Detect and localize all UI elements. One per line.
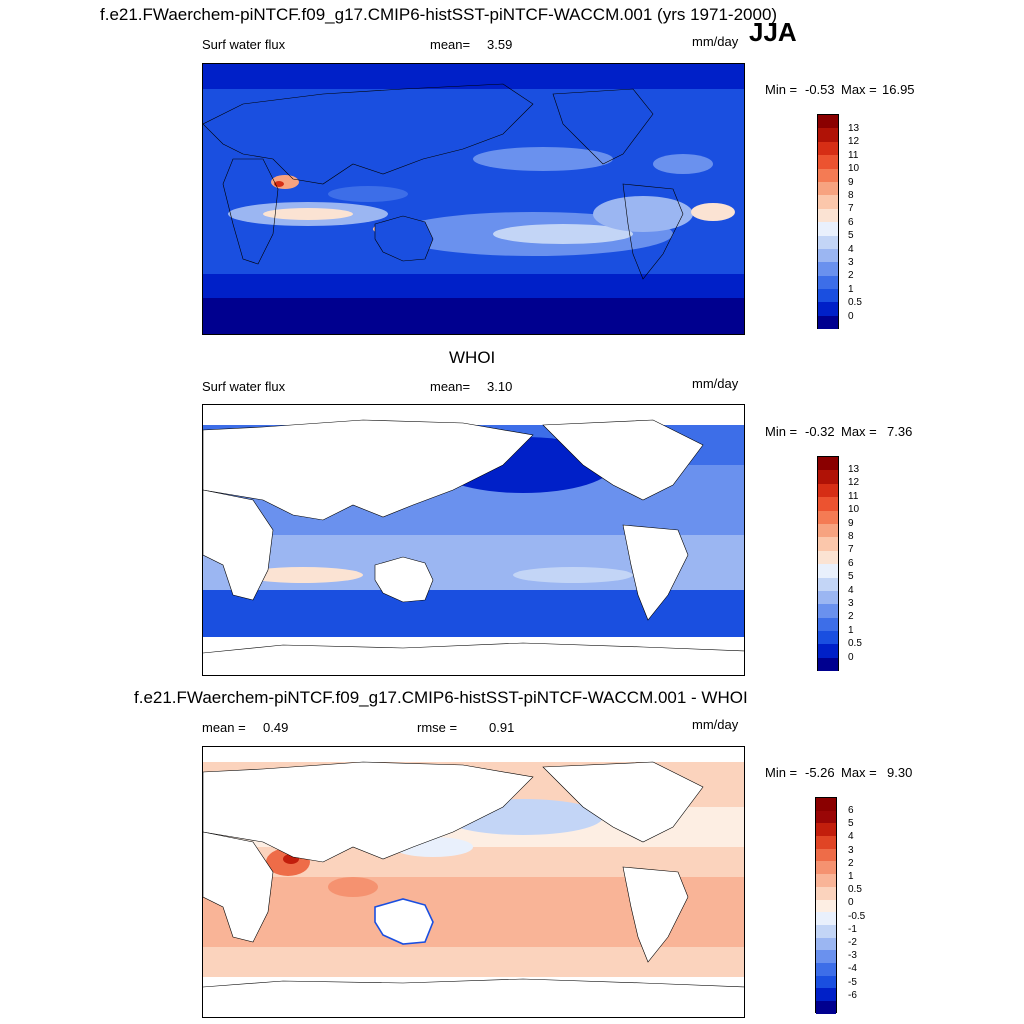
cb1-tick: 3	[848, 257, 854, 268]
panel1-min-value: -0.53	[805, 82, 835, 97]
panel3-title: f.e21.FWaerchem-piNTCF.f09_g17.CMIP6-his…	[134, 688, 748, 707]
panel3-mean-value: 0.49	[263, 720, 289, 735]
panel1-map	[202, 63, 745, 335]
cb1-tick: 12	[848, 136, 860, 148]
cb3-tick: 0	[848, 897, 854, 909]
cb1-tick: 4	[848, 243, 854, 255]
cb1-tick: 5	[848, 230, 854, 242]
cb1-tick: 7	[848, 203, 854, 215]
cb2-tick: 7	[848, 544, 854, 556]
season-label: JJA	[749, 17, 797, 47]
cb3-tick: -5	[848, 976, 857, 988]
panel2-colorbar	[817, 456, 839, 672]
cb3-tick: -2	[848, 937, 857, 948]
cb1-tick: 0.5	[848, 297, 862, 309]
panel2-map	[202, 404, 745, 676]
panel3-max-value: 9.30	[887, 765, 913, 780]
panel3-rmse-label: rmse =	[417, 720, 458, 735]
cb2-tick: 5	[848, 571, 854, 583]
panel3-min-value: -5.26	[805, 765, 835, 780]
panel2-mean-value: 3.10	[487, 379, 513, 394]
panel2-min-value: -0.32	[805, 424, 835, 439]
panel2-max-value: 7.36	[887, 424, 913, 439]
panel2-title: WHOI	[449, 348, 496, 367]
cb1-tick: 13	[848, 123, 860, 134]
cb2-tick: 9	[848, 517, 854, 529]
panel1-mean-label: mean=	[430, 37, 471, 52]
cb2-tick: 0	[848, 651, 854, 663]
panel1-units: mm/day	[692, 34, 739, 49]
panel3-min-label: Min =	[765, 765, 798, 780]
cb3-tick: 3	[848, 844, 854, 856]
cb2-tick: 4	[848, 584, 854, 596]
panel2-units: mm/day	[692, 376, 739, 391]
panel3-colorbar	[815, 797, 837, 1014]
cb3-tick: 5	[848, 818, 854, 830]
cb2-tick: 10	[848, 504, 860, 516]
cb3-tick: -4	[848, 963, 857, 975]
panel3-units: mm/day	[692, 717, 739, 732]
cb3-tick: -0.5	[848, 910, 866, 922]
panel2-min-label: Min =	[765, 424, 798, 439]
panel1-colorbar	[817, 114, 839, 330]
cb2-tick: 2	[848, 611, 854, 623]
cb1-tick: 2	[848, 270, 854, 282]
panel1-variable: Surf water flux	[202, 37, 286, 52]
cb3-tick: -3	[848, 950, 857, 962]
cb2-tick: 11	[848, 490, 859, 502]
cb2-tick: 13	[848, 464, 860, 475]
cb1-tick: 9	[848, 176, 854, 188]
cb3-tick: 4	[848, 831, 854, 843]
cb3-tick: 2	[848, 857, 854, 869]
cb1-tick: 8	[848, 190, 854, 201]
panel3-map	[202, 746, 745, 1018]
cb1-tick: 10	[848, 163, 860, 175]
panel3-mean-label: mean =	[202, 720, 246, 735]
panel1-max-label: Max =	[841, 82, 877, 97]
cb3-tick: -1	[848, 923, 857, 935]
panel3-rmse-value: 0.91	[489, 720, 515, 735]
panel2-max-label: Max =	[841, 424, 877, 439]
cb2-tick: 3	[848, 598, 854, 609]
panel1-mean-value: 3.59	[487, 37, 513, 52]
cb2-tick: 12	[848, 477, 860, 489]
panel3-max-label: Max =	[841, 765, 877, 780]
cb3-tick: -6	[848, 989, 857, 1001]
panel1-min-label: Min =	[765, 82, 798, 97]
cb1-tick: 0	[848, 310, 854, 322]
cb1-tick: 6	[848, 216, 854, 228]
cb2-tick: 8	[848, 531, 854, 542]
cb2-tick: 6	[848, 557, 854, 569]
panel2-variable: Surf water flux	[202, 379, 286, 394]
panel1-max-value: 16.95	[882, 82, 915, 97]
panel2-mean-label: mean=	[430, 379, 471, 394]
cb3-tick: 0.5	[848, 884, 862, 896]
cb1-tick: 1	[848, 283, 854, 295]
cb2-tick: 0.5	[848, 638, 862, 650]
figure-title: f.e21.FWaerchem-piNTCF.f09_g17.CMIP6-his…	[100, 5, 778, 24]
cb3-tick: 6	[848, 805, 854, 816]
cb1-tick: 11	[848, 149, 859, 161]
cb2-tick: 1	[848, 624, 854, 636]
cb3-tick: 1	[848, 871, 854, 882]
